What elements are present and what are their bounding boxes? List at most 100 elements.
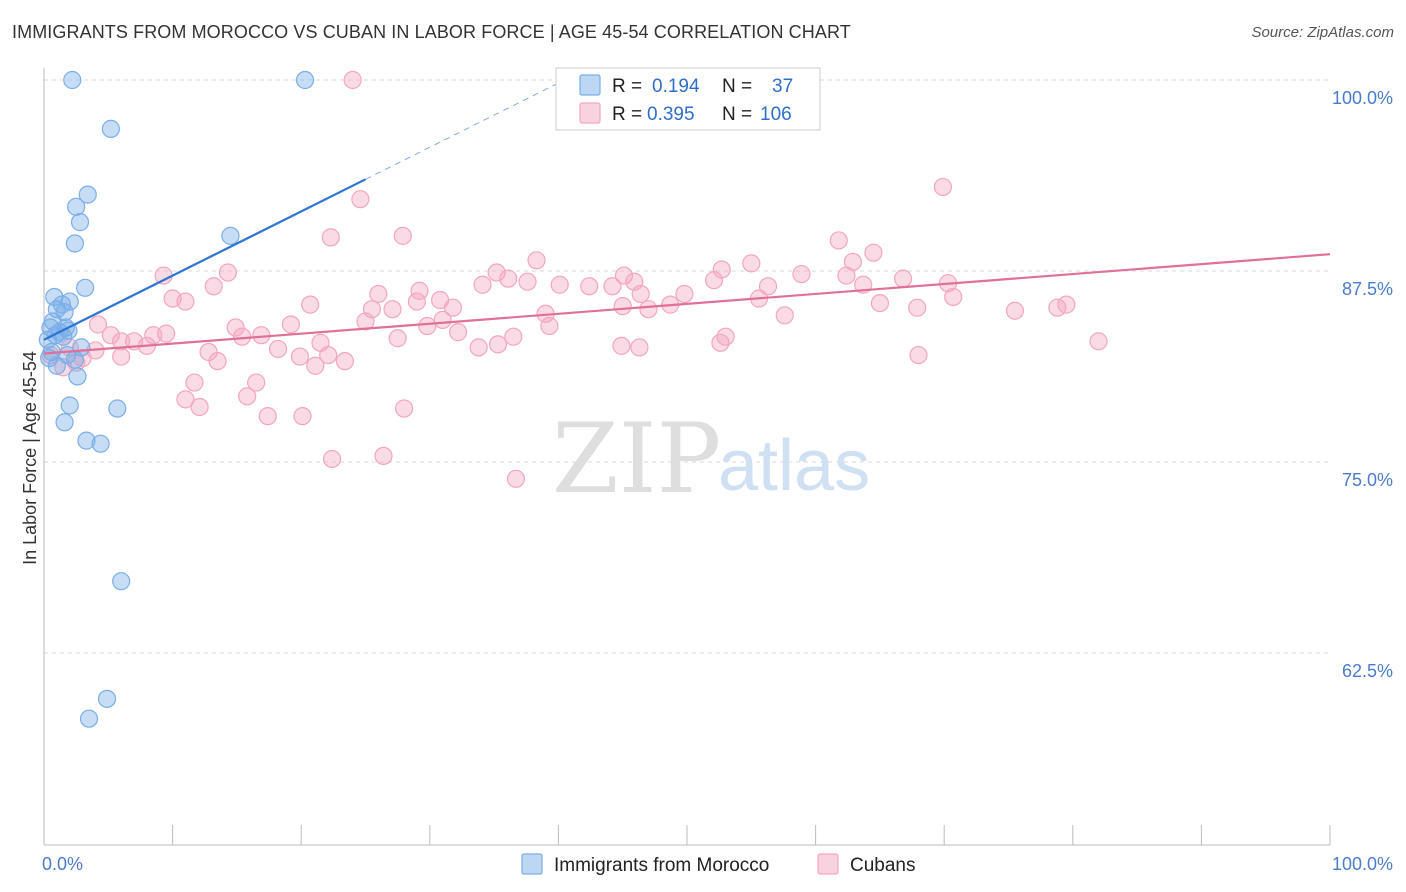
x-tick-label-0: 0.0% bbox=[42, 854, 83, 874]
legend-bottom-swatch-morocco bbox=[521, 853, 543, 875]
point-cubans-71 bbox=[388, 329, 407, 348]
point-cubans-28 bbox=[631, 284, 650, 304]
point-morocco-27 bbox=[108, 399, 127, 418]
legend-n-label-morocco: N = bbox=[722, 76, 752, 97]
legend-n-value-cubans: 106 bbox=[760, 104, 792, 125]
watermark: ZIP atlas bbox=[552, 403, 870, 515]
trend-line-cubans bbox=[43, 253, 1331, 355]
point-cubans-83 bbox=[909, 345, 928, 365]
point-cubans-84 bbox=[185, 373, 204, 392]
point-morocco-4 bbox=[67, 197, 86, 216]
point-morocco-25 bbox=[68, 367, 87, 386]
legend-stats: R = 0.194 N = 37 R = 0.395 N = 106 bbox=[555, 67, 821, 131]
point-cubans-18 bbox=[473, 275, 492, 294]
point-cubans-103 bbox=[369, 284, 388, 304]
point-cubans-44 bbox=[944, 287, 963, 307]
point-morocco-26 bbox=[60, 396, 79, 415]
point-cubans-30 bbox=[675, 284, 694, 304]
point-cubans-1 bbox=[933, 177, 953, 197]
point-cubans-25 bbox=[603, 277, 622, 296]
trend-line-morocco-extension bbox=[365, 82, 559, 180]
point-cubans-24 bbox=[580, 277, 599, 296]
legend-bottom-swatch-cubans bbox=[817, 853, 839, 875]
point-morocco-30 bbox=[91, 434, 110, 453]
point-cubans-4 bbox=[829, 231, 848, 250]
point-cubans-86 bbox=[190, 397, 209, 417]
point-morocco-0 bbox=[63, 70, 82, 90]
legend-r-label-cubans: R = bbox=[612, 104, 642, 125]
point-cubans-90 bbox=[293, 407, 312, 426]
y-tick-label-0: 100.0% bbox=[1332, 88, 1393, 108]
point-cubans-78 bbox=[612, 336, 631, 355]
point-cubans-93 bbox=[374, 446, 393, 465]
point-cubans-15 bbox=[407, 292, 427, 311]
point-cubans-53 bbox=[157, 324, 176, 343]
legend-series: Immigrants from Morocco Cubans bbox=[521, 853, 916, 876]
point-cubans-82 bbox=[775, 306, 794, 325]
point-cubans-26 bbox=[614, 266, 634, 285]
y-tick-label-1: 87.5% bbox=[1342, 279, 1393, 299]
point-morocco-28 bbox=[55, 413, 74, 432]
point-cubans-65 bbox=[290, 347, 310, 366]
point-cubans-88 bbox=[247, 373, 266, 392]
legend-bottom-label-morocco: Immigrants from Morocco bbox=[554, 855, 769, 876]
point-cubans-49 bbox=[101, 326, 120, 345]
point-cubans-23 bbox=[550, 275, 569, 294]
point-cubans-81 bbox=[716, 327, 735, 346]
point-cubans-12 bbox=[301, 295, 320, 314]
x-tick-labels: 0.0% 100.0% bbox=[42, 854, 1393, 874]
point-cubans-0 bbox=[343, 70, 362, 90]
point-morocco-35 bbox=[72, 338, 91, 357]
legend-r-value-cubans: 0.395 bbox=[647, 104, 695, 125]
legend-swatch-morocco bbox=[579, 74, 601, 96]
point-morocco-8 bbox=[76, 278, 95, 297]
point-cubans-70 bbox=[356, 312, 375, 331]
point-cubans-102 bbox=[613, 297, 632, 316]
watermark-zip: ZIP bbox=[552, 403, 721, 515]
point-cubans-105 bbox=[430, 290, 450, 310]
point-cubans-73 bbox=[448, 323, 468, 342]
point-cubans-6 bbox=[321, 228, 340, 247]
point-cubans-85 bbox=[176, 390, 195, 409]
point-morocco-7 bbox=[221, 226, 240, 245]
point-morocco-1 bbox=[295, 70, 315, 90]
legend-n-label-cubans: N = bbox=[722, 104, 752, 125]
point-cubans-63 bbox=[281, 315, 301, 334]
point-cubans-59 bbox=[208, 352, 227, 371]
x-tick-label-1: 100.0% bbox=[1332, 854, 1393, 874]
point-morocco-31 bbox=[112, 572, 131, 591]
point-morocco-5 bbox=[70, 213, 90, 232]
point-cubans-19 bbox=[487, 263, 506, 282]
point-cubans-11 bbox=[163, 289, 182, 308]
point-cubans-104 bbox=[639, 300, 658, 319]
point-cubans-72 bbox=[418, 316, 437, 336]
point-cubans-40 bbox=[870, 293, 890, 313]
point-cubans-32 bbox=[712, 260, 731, 279]
point-cubans-94 bbox=[506, 469, 526, 488]
point-cubans-36 bbox=[792, 264, 811, 284]
point-cubans-33 bbox=[742, 254, 761, 273]
point-cubans-67 bbox=[319, 345, 338, 365]
trend-lines bbox=[43, 82, 1331, 355]
point-cubans-57 bbox=[112, 347, 131, 366]
legend-swatch-cubans bbox=[579, 102, 601, 124]
y-tick-label-3: 62.5% bbox=[1342, 661, 1393, 681]
point-cubans-89 bbox=[258, 407, 277, 426]
point-cubans-60 bbox=[226, 318, 245, 337]
chart-title: IMMIGRANTS FROM MOROCCO VS CUBAN IN LABO… bbox=[12, 22, 851, 42]
y-tick-label-2: 75.0% bbox=[1342, 470, 1393, 490]
point-cubans-92 bbox=[322, 449, 342, 469]
legend-r-label-morocco: R = bbox=[612, 76, 642, 97]
point-morocco-34 bbox=[47, 356, 66, 375]
source-label: Source: ZipAtlas.com bbox=[1251, 24, 1394, 41]
point-cubans-99 bbox=[88, 315, 108, 334]
point-morocco-3 bbox=[78, 185, 97, 204]
point-cubans-8 bbox=[218, 263, 237, 282]
point-cubans-16 bbox=[410, 281, 429, 300]
point-cubans-74 bbox=[469, 338, 488, 357]
legend-bottom-label-cubans: Cubans bbox=[850, 855, 916, 876]
point-cubans-48 bbox=[1089, 332, 1108, 351]
legend-n-value-morocco: 37 bbox=[772, 76, 793, 97]
point-cubans-20 bbox=[499, 269, 518, 288]
